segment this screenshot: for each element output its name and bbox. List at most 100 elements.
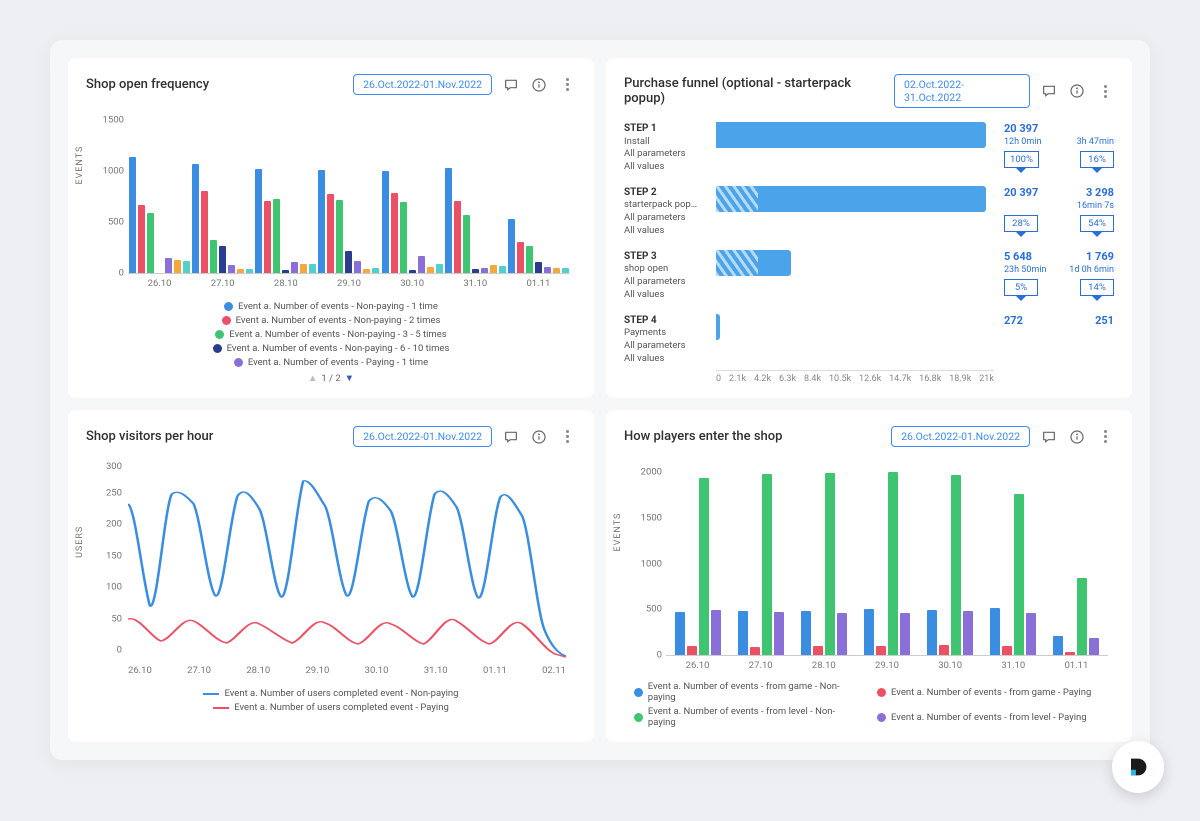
line-chart: USERS 300250200150100500 26.1027.1028.10… (86, 461, 576, 676)
bar (372, 268, 379, 273)
bar-group (738, 461, 784, 655)
bar (255, 169, 262, 273)
bar-group (255, 109, 316, 273)
chart-legend: Event a. Number of events - Non-paying -… (86, 301, 576, 384)
bar (237, 269, 244, 273)
more-icon[interactable] (1096, 428, 1114, 446)
line-svg (128, 461, 566, 661)
funnel-bar (716, 314, 720, 340)
date-range-picker[interactable]: 02.Oct.2022-31.Oct.2022 (894, 74, 1030, 108)
bar (687, 646, 697, 655)
more-icon[interactable] (558, 428, 576, 446)
bar (336, 200, 343, 273)
date-range-picker[interactable]: 26.Oct.2022-01.Nov.2022 (891, 426, 1030, 447)
bar (544, 267, 551, 273)
funnel-bar (716, 250, 791, 276)
bar (517, 242, 524, 273)
more-icon[interactable] (1096, 82, 1114, 100)
bar-group (508, 109, 569, 273)
funnel-x-axis: 02.1k4.2k6.3k8.4k10.5k12.6k14.7k16.8k18.… (716, 370, 994, 384)
bar-group (445, 109, 506, 273)
legend-item: Event a. Number of events - from game - … (634, 681, 861, 703)
bar (228, 265, 235, 273)
funnel-bar (716, 122, 986, 148)
legend-item: Event a. Number of events - from game - … (877, 681, 1104, 703)
info-icon[interactable] (530, 76, 548, 94)
y-axis-label: EVENTS (75, 146, 85, 185)
bar (300, 264, 307, 273)
info-icon[interactable] (1068, 82, 1086, 100)
bar-group (318, 109, 379, 273)
bar (499, 266, 506, 273)
bar (472, 269, 479, 273)
bar (436, 264, 443, 273)
legend-item: Event a. Number of users completed event… (203, 688, 458, 699)
bar (165, 258, 172, 273)
bar (876, 646, 886, 655)
bar (400, 202, 407, 273)
more-icon[interactable] (558, 76, 576, 94)
bar (526, 246, 533, 273)
comment-icon[interactable] (1040, 428, 1058, 446)
bar (147, 213, 154, 273)
legend-pager[interactable]: ▲1 / 2▼ (308, 373, 354, 384)
bar (963, 611, 973, 655)
legend-item: Event a. Number of events - Non-paying -… (224, 301, 438, 312)
legend-item: Event a. Number of events - Non-paying -… (222, 315, 441, 326)
bar (481, 268, 488, 273)
bar (762, 474, 772, 655)
bar-group (382, 109, 443, 273)
bar (264, 201, 271, 273)
chart-legend: Event a. Number of events - from game - … (624, 681, 1114, 728)
panel-title: Shop visitors per hour (86, 429, 213, 444)
info-icon[interactable] (530, 428, 548, 446)
y-axis-label: EVENTS (613, 513, 623, 552)
legend-item: Event a. Number of users completed event… (213, 702, 449, 713)
bar (951, 475, 961, 655)
bar (309, 264, 316, 273)
bar (535, 262, 542, 273)
info-icon[interactable] (1068, 428, 1086, 446)
bar (291, 262, 298, 273)
bar (318, 170, 325, 273)
bar (219, 246, 226, 273)
bar (1026, 613, 1036, 655)
bar (813, 646, 823, 655)
panel-title: Shop open frequency (86, 77, 209, 92)
bar (246, 269, 253, 273)
bar (138, 205, 145, 273)
bar (345, 251, 352, 273)
bar (382, 171, 389, 273)
bar-group (1053, 461, 1099, 655)
bar (1089, 638, 1099, 655)
bar (711, 610, 721, 655)
bar-group (129, 109, 190, 273)
date-range-picker[interactable]: 26.Oct.2022-01.Nov.2022 (353, 74, 492, 95)
comment-icon[interactable] (1040, 82, 1058, 100)
chart-legend: Event a. Number of users completed event… (86, 688, 576, 713)
panel-shop-visitors: Shop visitors per hour 26.Oct.2022-01.No… (68, 410, 594, 742)
bar (508, 219, 515, 273)
comment-icon[interactable] (502, 428, 520, 446)
bar (1002, 646, 1012, 655)
bar (490, 265, 497, 273)
bar (888, 472, 898, 655)
bar (129, 157, 136, 273)
bar-chart: EVENTS 0500100015002000 26.1027.1028.102… (624, 461, 1114, 671)
bar (201, 191, 208, 273)
bar (427, 267, 434, 273)
bar (463, 215, 470, 273)
bar (192, 164, 199, 273)
bar-group (864, 461, 910, 655)
bar (990, 608, 1000, 655)
bar (327, 194, 334, 273)
bar (825, 473, 835, 655)
bar (391, 193, 398, 273)
bar (900, 613, 910, 655)
bar (445, 168, 452, 273)
dashboard-grid: Shop open frequency 26.Oct.2022-01.Nov.2… (50, 40, 1150, 760)
date-range-picker[interactable]: 26.Oct.2022-01.Nov.2022 (353, 426, 492, 447)
legend-item: Event a. Number of events - Paying - 1 t… (234, 357, 428, 368)
bar (174, 260, 181, 273)
comment-icon[interactable] (502, 76, 520, 94)
